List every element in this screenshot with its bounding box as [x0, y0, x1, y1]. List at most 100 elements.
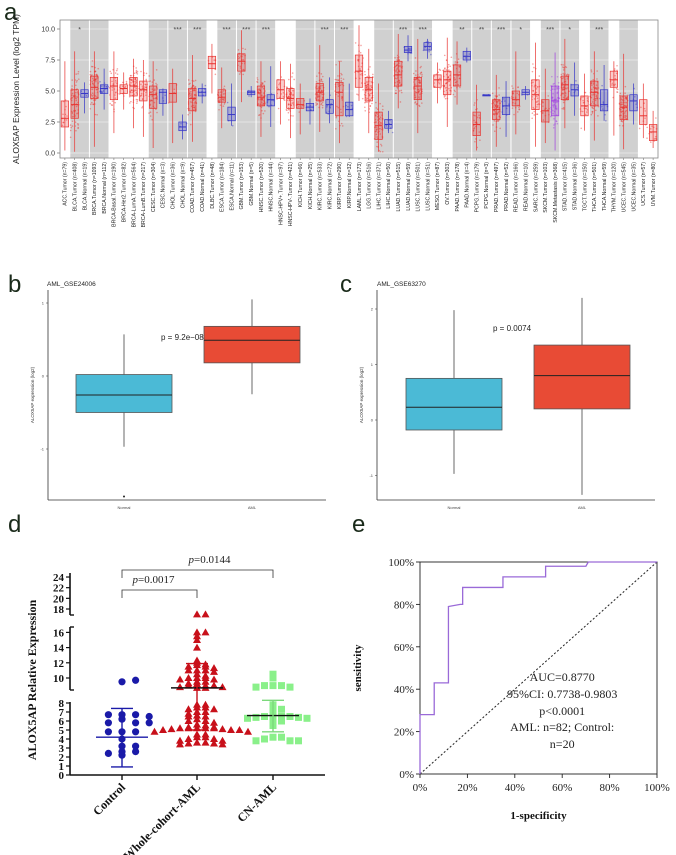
x-tick-label: BRCA-Basal.Tumor (n=190) [112, 162, 118, 227]
data-point [315, 104, 317, 106]
data-point [601, 84, 603, 87]
data-point [95, 80, 97, 83]
data-point [91, 60, 94, 62]
whole-cohort-aml-point [193, 636, 201, 643]
data-point [121, 85, 124, 88]
data-point [614, 74, 616, 77]
box-aml [533, 344, 631, 410]
data-point [449, 65, 451, 68]
data-point [90, 103, 92, 106]
data-point [145, 94, 147, 96]
data-point [71, 92, 74, 95]
box-tumor [394, 60, 403, 87]
x-tick-label: UCEC.Normal (n=35) [631, 162, 637, 212]
data-point [278, 96, 281, 99]
box-aml [203, 325, 301, 364]
data-point [77, 126, 79, 129]
box-tumor [237, 53, 246, 72]
data-point [222, 105, 225, 107]
data-point [590, 88, 593, 91]
data-point [237, 49, 240, 51]
data-point [283, 98, 285, 101]
cn-aml-point [278, 705, 285, 713]
p-value: =0.0144 [194, 554, 231, 566]
control-point [132, 711, 140, 719]
x-tick-label: THCA.Tumor (n=501) [592, 162, 598, 212]
data-point [143, 72, 145, 74]
data-point [408, 47, 410, 50]
data-point [261, 94, 263, 97]
data-point [65, 105, 67, 108]
data-point [369, 99, 372, 101]
data-point [492, 113, 495, 115]
data-point [364, 73, 366, 76]
data-point [151, 118, 154, 121]
x-tick-label: HNSC.Normal (n=44) [269, 162, 275, 212]
data-point [620, 120, 623, 122]
x-tick-label: BLCA.Normal (n=19) [82, 162, 88, 211]
data-point [111, 89, 114, 91]
data-point [194, 79, 197, 82]
whole-cohort-aml-point [235, 726, 244, 733]
data-point [264, 110, 266, 112]
data-point [70, 94, 73, 97]
data-point [335, 79, 338, 81]
outlier-point [123, 495, 125, 498]
data-point [555, 105, 557, 108]
roc-annotation: AUC=0.8770 [530, 670, 595, 684]
data-point [300, 106, 303, 108]
panel-b-gse24006-boxplot: AML_GSE24006 1 0 -1 ALOX5AP expression (log2… [30, 281, 326, 510]
data-point [414, 78, 417, 81]
data-point [278, 83, 280, 86]
data-point [376, 127, 378, 129]
data-point [379, 116, 382, 119]
panel-label-c: c [340, 271, 352, 298]
data-point [448, 69, 450, 71]
data-point [552, 83, 555, 85]
data-point [449, 74, 451, 77]
data-point [220, 94, 222, 96]
data-point [414, 93, 416, 95]
box-normal [345, 101, 354, 117]
data-point [427, 42, 430, 45]
data-point [366, 90, 368, 92]
control-point [104, 728, 112, 736]
data-point [190, 101, 192, 103]
data-point [62, 113, 64, 116]
cn-aml-point [303, 714, 311, 722]
data-point [586, 111, 588, 113]
data-point [318, 87, 320, 90]
x-tick-label: LUAD.Normal (n=59) [406, 162, 412, 211]
data-point [292, 93, 295, 96]
data-point [320, 102, 323, 105]
data-point [341, 125, 344, 127]
data-point [473, 104, 476, 106]
data-point [476, 116, 479, 119]
data-point [94, 70, 97, 72]
panel-e-roc-curve: 0% 20% 40% 60% 80% 100% 0% 20% 40% 60% 80% 100% 1-sp… [352, 557, 670, 822]
x-tick-label: PCPG.Normal (n=3) [484, 162, 490, 209]
data-point [321, 80, 324, 83]
data-point [398, 79, 400, 82]
data-point [611, 84, 613, 86]
data-point [361, 97, 364, 100]
data-point [428, 50, 430, 53]
data-point [591, 107, 594, 109]
data-point [75, 73, 78, 75]
data-point [100, 85, 103, 87]
data-point [594, 104, 597, 106]
data-point [261, 86, 264, 88]
data-point [596, 96, 598, 98]
control-point [132, 719, 140, 727]
chart-title: AML_GSE63270 [377, 281, 426, 288]
data-point [258, 89, 261, 91]
data-point [475, 108, 477, 111]
data-point [584, 113, 587, 116]
data-point [66, 115, 68, 117]
x-tick-label: ACC.Tumor (n=79) [63, 162, 69, 206]
x-tick-label: KIRP.Normal (n=32) [347, 162, 353, 208]
whole-cohort-aml-point [176, 740, 184, 748]
data-point [620, 119, 623, 122]
data-point [261, 83, 264, 85]
data-point [263, 80, 266, 83]
